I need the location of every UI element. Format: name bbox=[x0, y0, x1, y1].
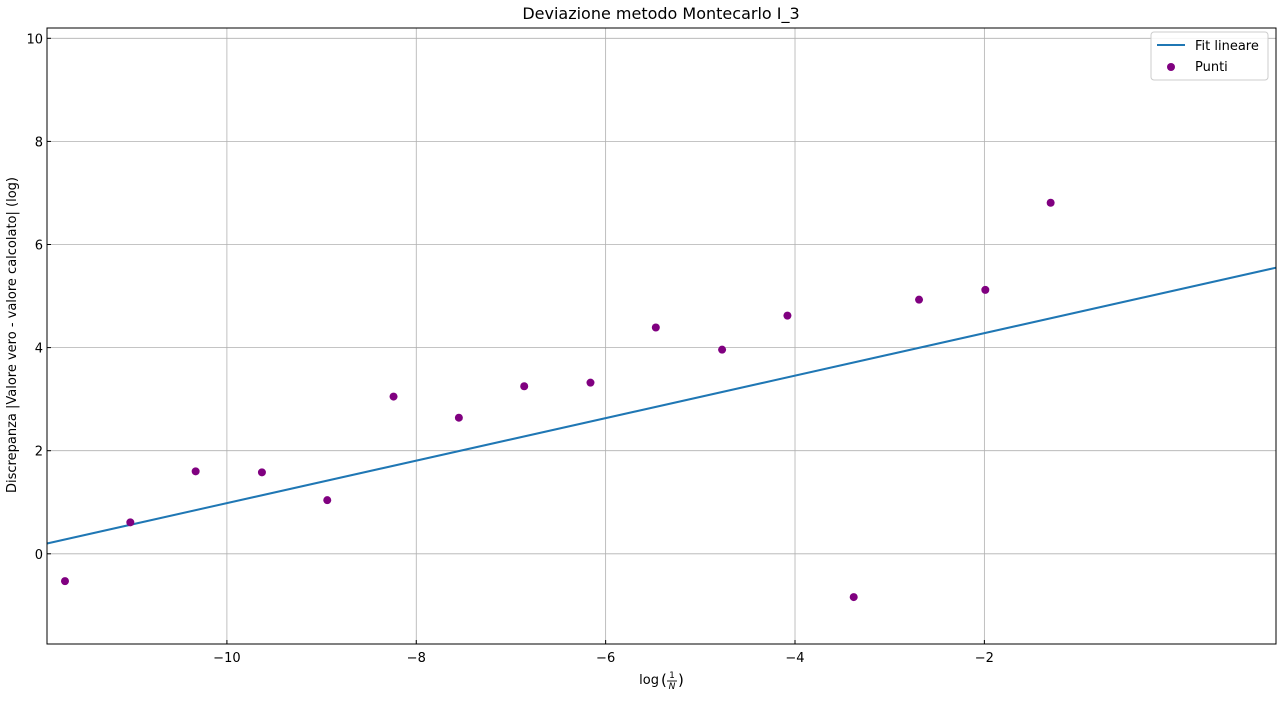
x-tick-label: −6 bbox=[596, 651, 615, 666]
data-point bbox=[1046, 198, 1055, 207]
legend-marker-icon bbox=[1167, 63, 1175, 71]
y-tick-label: 4 bbox=[35, 342, 43, 357]
data-point bbox=[981, 285, 990, 294]
plot-frame bbox=[46, 27, 1277, 645]
x-tick-label: −8 bbox=[407, 651, 426, 666]
data-point bbox=[651, 323, 660, 332]
series-layer bbox=[46, 198, 1277, 602]
data-point bbox=[849, 593, 858, 602]
data-point bbox=[915, 295, 924, 304]
chart-title: Deviazione metodo Montecarlo I_3 bbox=[522, 4, 799, 24]
fit-line bbox=[46, 266, 1277, 545]
x-axis-label: log ( 1 N ) bbox=[639, 671, 684, 692]
data-point bbox=[454, 413, 463, 422]
x-tick-label: −2 bbox=[975, 651, 994, 666]
grid-layer bbox=[47, 28, 1276, 644]
data-point bbox=[60, 577, 69, 586]
y-tick-label: 8 bbox=[35, 135, 43, 150]
x-axis-label-open-paren: ( bbox=[661, 671, 667, 689]
data-point bbox=[323, 496, 332, 505]
legend-label-points: Punti bbox=[1195, 60, 1228, 75]
axes-layer: −10 −8 −6 −4 −2 0 2 4 6 8 10 bbox=[26, 27, 1277, 666]
data-point bbox=[191, 467, 200, 476]
x-axis-label-prefix: log bbox=[639, 673, 659, 688]
data-point bbox=[389, 392, 398, 401]
x-axis-label-close-paren: ) bbox=[678, 671, 684, 689]
x-axis-label-denominator: N bbox=[669, 682, 676, 692]
data-point bbox=[520, 382, 529, 391]
y-tick-label: 6 bbox=[35, 239, 43, 254]
legend-label-fit: Fit lineare bbox=[1195, 39, 1259, 54]
data-point bbox=[126, 518, 135, 527]
data-point bbox=[257, 468, 266, 477]
x-tick-label: −10 bbox=[213, 651, 240, 666]
y-axis-label: Discrepanza |Valore vero - valore calcol… bbox=[5, 177, 20, 493]
legend: Fit lineare Punti bbox=[1150, 31, 1269, 81]
data-point bbox=[586, 378, 595, 387]
y-tick-label: 10 bbox=[26, 32, 43, 47]
x-tick-label: −4 bbox=[785, 651, 804, 666]
y-tick-label: 0 bbox=[35, 548, 43, 563]
x-axis-label-numerator: 1 bbox=[669, 671, 675, 681]
y-tick-label: 2 bbox=[35, 445, 43, 460]
data-point bbox=[718, 345, 727, 354]
data-point bbox=[783, 311, 792, 320]
